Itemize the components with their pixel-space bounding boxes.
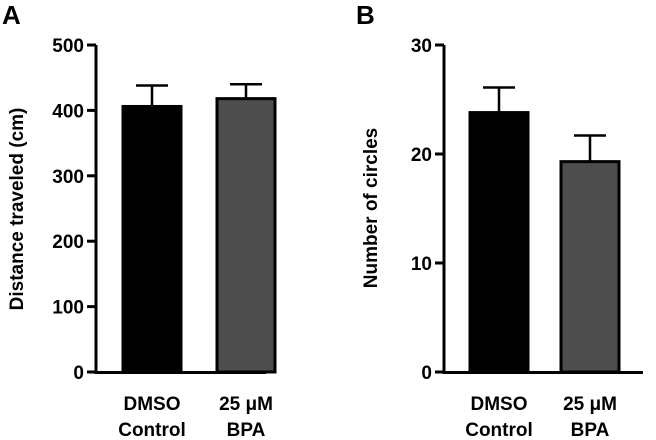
panel-b: B Number of circles 0 10 20 30 DMSO Control…	[356, 0, 643, 440]
panel-a-y-tick-label: 500	[52, 36, 84, 57]
panel-b-category-dmso-line1: DMSO	[471, 394, 528, 415]
panel-b-y-tick-label: 10	[411, 254, 432, 275]
panel-a-bar-dmso-control	[121, 104, 183, 374]
panel-b-bar-dmso-control	[468, 111, 530, 374]
panel-a-y-tick-label: 100	[52, 298, 84, 319]
panel-a-error-bar-bpa	[230, 82, 262, 99]
panel-b-y-tick-label: 30	[411, 36, 432, 57]
panel-b-y-tick-labels: 0 10 20 30	[411, 36, 432, 384]
panel-a-category-dmso-line2: Control	[118, 420, 186, 440]
panel-b-category-dmso-line2: Control	[465, 420, 533, 440]
panel-b-error-bars	[483, 86, 606, 162]
panel-b-error-bar-bpa	[574, 134, 606, 162]
panel-a-y-tick-label: 300	[52, 167, 84, 188]
panel-a-category-bpa-line1: 25 μM	[219, 394, 273, 415]
panel-b-bar-25um-bpa	[559, 160, 621, 374]
panel-a-bar-25um-bpa	[215, 97, 277, 374]
panel-a-y-tick-labels: 0 100 200 300 400 500	[52, 36, 84, 384]
panel-a-y-tick-label: 0	[73, 363, 84, 384]
panel-b-bars	[468, 111, 621, 374]
panel-b-label: B	[356, 0, 375, 30]
panel-b-y-tick-label: 20	[411, 145, 432, 166]
panel-a: A Distance traveled (cm) 0 100 200 300 400 50…	[2, 0, 277, 440]
panel-b-error-bar-dmso	[483, 86, 515, 113]
panel-a-error-bars	[136, 82, 262, 107]
panel-a-label: A	[2, 0, 21, 30]
panel-b-category-bpa-line1: 25 μM	[563, 394, 617, 415]
panel-a-bars	[121, 97, 277, 374]
panel-b-y-axis-title: Number of circles	[361, 128, 382, 289]
panel-a-error-bar-dmso	[136, 84, 168, 107]
panel-b-y-tick-label: 0	[421, 363, 432, 384]
panel-b-category-bpa-line2: BPA	[571, 420, 610, 440]
panel-a-category-bpa-line2: BPA	[227, 420, 266, 440]
panel-a-y-tick-label: 400	[52, 101, 84, 122]
panel-a-y-tick-label: 200	[52, 232, 84, 253]
panel-a-category-dmso-line1: DMSO	[124, 394, 181, 415]
panel-a-y-axis-title: Distance traveled (cm)	[7, 108, 28, 311]
